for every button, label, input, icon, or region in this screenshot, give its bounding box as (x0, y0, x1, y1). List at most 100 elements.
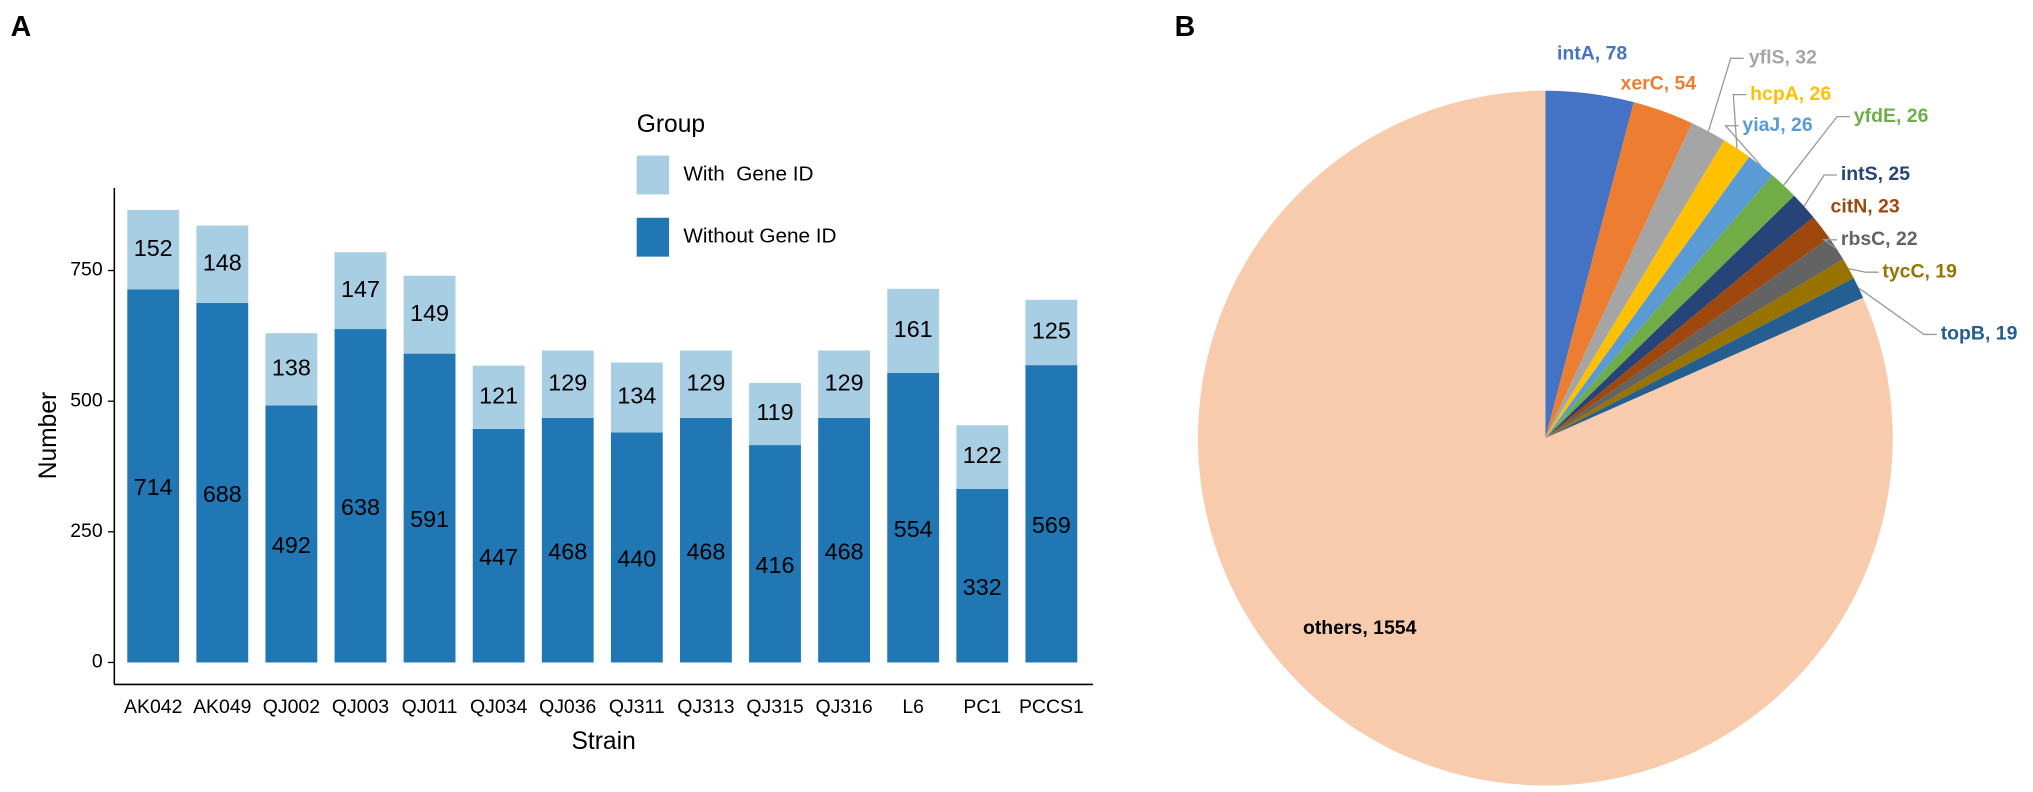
pie-slice (1545, 140, 1750, 439)
y-tick-label: 500 (70, 389, 103, 411)
data-label: 638 (341, 494, 380, 520)
bar-segment (610, 362, 663, 433)
x-tick-label: QJ002 (263, 696, 320, 718)
bar-segment (956, 488, 1009, 663)
data-label: yflS, 32 (1749, 46, 1817, 68)
data-label: yfdE, 26 (1854, 105, 1929, 127)
x-tick-label: QJ316 (815, 696, 872, 718)
x-tick-label: QJ011 (402, 696, 458, 718)
data-label: tycC, 19 (1882, 260, 1957, 282)
pie-slice (1545, 90, 1634, 439)
data-label: 416 (756, 552, 795, 578)
legend-label: Without Gene ID (683, 225, 836, 248)
x-axis-label: Strain (572, 728, 636, 755)
data-label: 554 (894, 516, 933, 542)
panel-label: A (11, 11, 32, 43)
data-label: 468 (686, 538, 725, 564)
bar-segment (1025, 299, 1078, 366)
legend-key (636, 155, 670, 195)
data-label: rbsC, 22 (1841, 228, 1918, 250)
pie-slice (1545, 259, 1854, 439)
x-tick-label: AK042 (124, 696, 182, 718)
pie-slice (1545, 195, 1814, 439)
y-tick-label: 750 (70, 259, 103, 281)
bar-segment (818, 350, 871, 418)
data-label: topB, 19 (1941, 323, 2018, 345)
leader-line (1803, 174, 1838, 207)
data-label: 149 (410, 300, 449, 326)
leader-line (1822, 239, 1838, 250)
pie-slice (1545, 238, 1844, 439)
legend-title: Group (637, 111, 705, 138)
leader-line (1732, 93, 1747, 149)
bar-segment (403, 353, 456, 663)
data-label: 129 (686, 369, 725, 395)
pie-slice (1545, 102, 1692, 439)
data-label: 129 (825, 369, 864, 395)
x-tick-label: QJ313 (677, 696, 734, 718)
data-label: hcpA, 26 (1750, 83, 1831, 105)
data-label: 148 (203, 249, 242, 275)
leader-line (1858, 287, 1937, 336)
data-label: citN, 23 (1831, 196, 1900, 218)
bar-segment (403, 275, 456, 354)
data-label: 138 (272, 354, 311, 380)
x-tick-label: PCCS1 (1019, 696, 1084, 718)
y-tick-label: 250 (70, 520, 103, 542)
leader-line (1783, 116, 1850, 186)
data-label: intA, 78 (1557, 43, 1627, 65)
x-tick-label: QJ036 (539, 696, 596, 718)
bar-segment (196, 302, 249, 663)
data-label: 161 (894, 316, 933, 342)
data-label: 129 (548, 369, 587, 395)
legend-key (636, 217, 670, 257)
data-label: 121 (479, 382, 518, 408)
x-tick-label: AK049 (193, 696, 251, 718)
data-label: 125 (1032, 318, 1071, 344)
bar-segment (887, 288, 940, 373)
bar-segment (472, 428, 525, 663)
data-label: xerC, 54 (1621, 72, 1697, 94)
bar-segment (541, 350, 594, 418)
x-tick-label: QJ315 (746, 696, 803, 718)
data-label: yiaJ, 26 (1742, 114, 1812, 136)
data-label: 447 (479, 544, 518, 570)
bar-segment (610, 432, 663, 663)
y-tick-label: 0 (92, 651, 103, 673)
bar-segment (196, 225, 249, 303)
bar-segment (749, 382, 801, 446)
leader-line (1724, 125, 1762, 167)
bar-segment (265, 405, 318, 663)
bar-segment (127, 209, 180, 290)
bar-segment (749, 445, 801, 663)
data-label: 468 (548, 538, 587, 564)
data-label: 119 (756, 399, 793, 425)
data-label: 440 (617, 546, 656, 572)
data-label: 492 (272, 532, 311, 558)
legend-label: With Gene ID (683, 162, 813, 185)
x-tick-label: L6 (902, 696, 924, 718)
bar-segment (334, 329, 387, 663)
bar-segment (265, 333, 318, 406)
data-label: 591 (410, 506, 449, 532)
data-label: 569 (1032, 512, 1071, 538)
bar-segment (334, 252, 387, 330)
bar-segment (1025, 365, 1078, 663)
bar-segment (127, 289, 180, 663)
data-label: 122 (963, 442, 1002, 468)
bar-segment (818, 417, 871, 663)
pie-slice (1545, 156, 1773, 439)
data-label: others, 1554 (1303, 617, 1417, 639)
pie-slice (1545, 175, 1795, 439)
data-label: intS, 25 (1841, 163, 1910, 185)
leader-line (1707, 57, 1744, 132)
data-label: 147 (341, 276, 380, 302)
bar-segment (472, 365, 525, 429)
bar-segment (679, 350, 732, 418)
pie-slice (1545, 123, 1725, 439)
pie-slice (1545, 278, 1864, 439)
leader-line (1848, 267, 1879, 273)
y-axis-label: Number (35, 392, 62, 480)
bar-segment (679, 417, 732, 663)
